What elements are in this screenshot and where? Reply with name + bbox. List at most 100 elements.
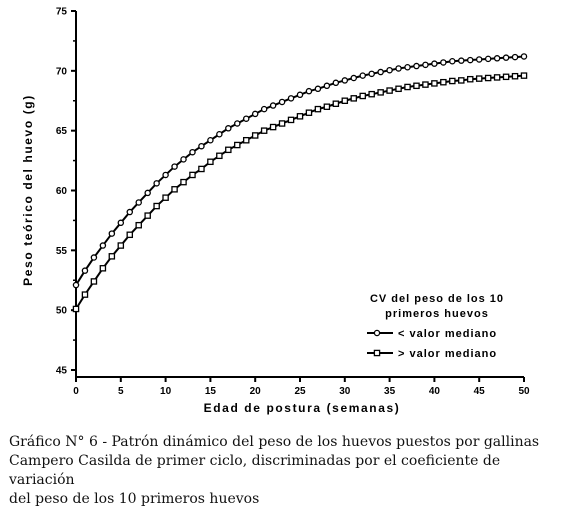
data-point xyxy=(108,230,116,237)
data-point xyxy=(198,142,205,150)
data-point xyxy=(287,116,295,124)
data-point xyxy=(251,110,259,118)
data-point xyxy=(189,148,196,156)
data-point xyxy=(422,61,429,69)
data-point xyxy=(81,291,89,298)
y-tick-label: 75 xyxy=(56,7,68,18)
data-point xyxy=(314,105,322,113)
data-point xyxy=(386,66,393,74)
data-point xyxy=(350,74,358,82)
x-tick-label: 40 xyxy=(429,386,441,397)
data-point xyxy=(511,53,519,61)
data-point xyxy=(502,73,510,81)
series-line xyxy=(75,74,525,310)
data-point xyxy=(341,97,349,105)
data-point xyxy=(332,79,340,87)
data-point xyxy=(251,132,259,139)
data-point xyxy=(171,163,178,170)
data-point xyxy=(440,59,447,66)
data-point xyxy=(135,199,142,206)
data-point xyxy=(466,56,474,64)
data-point xyxy=(81,267,89,274)
data-point xyxy=(475,75,483,82)
data-point xyxy=(296,91,304,99)
egg-weight-chart: 45 50 55 60 65 70 75 0 5 10 15 20 25 30 35 40 45 50 CV d… xyxy=(21,7,530,416)
y-tick-label: 55 xyxy=(56,246,68,257)
series-line xyxy=(75,55,525,286)
y-tick-label: 50 xyxy=(56,306,68,317)
data-point xyxy=(458,77,465,84)
data-point xyxy=(242,136,250,144)
data-point xyxy=(287,95,295,102)
data-point xyxy=(341,77,349,84)
x-tick-label: 10 xyxy=(160,386,172,397)
x-tick-label: 20 xyxy=(250,386,262,397)
data-point xyxy=(198,165,205,173)
data-point xyxy=(359,72,366,79)
data-point xyxy=(269,123,277,131)
legend-label: < valor mediano xyxy=(398,328,497,340)
y-axis-title: Peso teórico del huevo (g) xyxy=(21,94,35,286)
data-point xyxy=(296,113,304,120)
data-point xyxy=(520,72,528,79)
y-tick-label: 65 xyxy=(56,126,68,137)
data-point xyxy=(377,89,384,96)
data-point xyxy=(72,281,80,289)
legend-title: CV del peso de los 10 primeros huevos xyxy=(370,293,504,320)
data-point xyxy=(180,156,187,163)
data-point xyxy=(431,60,438,67)
data-point xyxy=(278,98,286,106)
data-point xyxy=(171,186,178,193)
data-point xyxy=(117,219,125,227)
data-point xyxy=(502,54,510,61)
data-point xyxy=(368,70,375,78)
data-point xyxy=(260,127,268,134)
series-layer xyxy=(72,53,528,313)
x-tick-label: 15 xyxy=(205,386,217,397)
data-point xyxy=(404,83,411,91)
data-point xyxy=(368,90,375,98)
data-point xyxy=(90,278,98,285)
data-point xyxy=(269,102,277,109)
data-point xyxy=(422,81,429,88)
data-point xyxy=(234,120,241,127)
data-point xyxy=(449,58,456,65)
y-tick-label: 70 xyxy=(56,66,68,77)
data-point xyxy=(207,158,214,166)
data-point xyxy=(99,265,107,272)
data-point xyxy=(162,194,169,201)
data-point xyxy=(135,221,142,229)
data-point xyxy=(126,231,134,239)
data-point xyxy=(180,178,187,186)
data-point xyxy=(126,208,134,216)
data-point xyxy=(431,80,438,87)
data-point xyxy=(305,87,313,95)
data-point xyxy=(493,74,501,81)
data-point xyxy=(144,212,151,219)
data-point xyxy=(234,141,241,149)
y-axis: 45 50 55 60 65 70 75 xyxy=(56,7,77,377)
data-point xyxy=(395,85,402,93)
data-point xyxy=(314,85,322,93)
data-point xyxy=(117,242,125,249)
x-tick-label: 5 xyxy=(118,386,124,397)
data-point xyxy=(323,82,331,90)
data-point xyxy=(90,254,98,261)
data-point xyxy=(242,115,250,122)
data-point xyxy=(493,55,501,62)
data-point xyxy=(305,109,313,116)
data-point xyxy=(216,152,223,160)
data-point xyxy=(278,120,286,127)
legend-title-line: primeros huevos xyxy=(385,308,489,320)
x-tick-label: 45 xyxy=(474,386,486,397)
data-point xyxy=(413,82,420,90)
data-point xyxy=(449,77,456,85)
x-axis: 0 5 10 15 20 25 30 35 40 45 50 xyxy=(73,376,530,397)
legend-item: < valor mediano xyxy=(367,328,497,340)
data-point xyxy=(332,100,340,107)
data-point xyxy=(144,189,151,197)
legend-item: > valor mediano xyxy=(367,348,496,360)
legend: CV del peso de los 10 primeros huevos < v… xyxy=(367,293,504,360)
data-point xyxy=(484,55,492,63)
y-tick-label: 60 xyxy=(56,186,68,197)
